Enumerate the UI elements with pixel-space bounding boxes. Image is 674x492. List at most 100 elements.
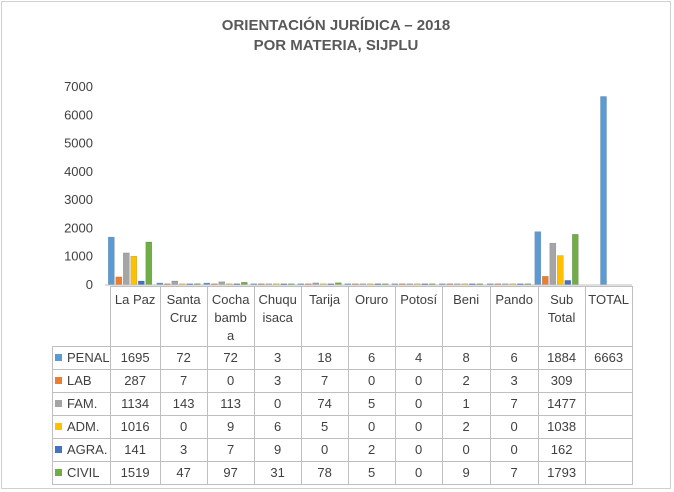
table-cell: 9	[253, 438, 302, 462]
table-cell: 0	[441, 438, 491, 462]
series-label: AGRA.	[52, 438, 111, 462]
series-name: AGRA.	[67, 442, 108, 457]
y-tick-label: 2000	[64, 220, 93, 235]
legend-swatch	[55, 354, 62, 361]
table-cell: 18	[300, 346, 349, 370]
legend-swatch	[55, 377, 62, 384]
table-header-row: La Paz Santa Cruz Cocha bamb a Chuqu isaca Tarij…	[52, 286, 633, 347]
table-cell: 6	[489, 346, 539, 370]
y-axis: 0 1000 2000 3000 4000 5000 6000 7000	[64, 79, 93, 292]
chart-title-line-2: POR MATERIA, SIJPLU	[253, 37, 419, 54]
bar-lab	[115, 276, 123, 286]
table-cell: 1884	[537, 346, 586, 370]
bar-agra	[138, 280, 145, 286]
table-cell: 0	[159, 415, 208, 439]
bar-fam	[123, 252, 130, 286]
category-label-line: La Paz	[114, 292, 156, 307]
table-cell: 287	[109, 369, 161, 393]
series-name: LAB	[67, 373, 92, 388]
table-cell: 0	[394, 392, 443, 416]
table-cell: 2	[441, 415, 491, 439]
table-row: ADM. 1016 0 9 6 5 0 0 2 0 1038	[52, 415, 633, 439]
bar-civil	[572, 234, 579, 286]
legend-swatch	[55, 469, 62, 476]
category-label-line: Chuqu	[258, 292, 297, 307]
y-tick-label: 7000	[64, 79, 93, 94]
bar-fam	[171, 280, 179, 286]
table-cell: 0	[347, 415, 396, 439]
table-cell: 141	[109, 438, 161, 462]
table-cell: 78	[300, 461, 349, 485]
table-cell: 1695	[109, 346, 161, 370]
table-cell: 6663	[584, 346, 633, 370]
category-label-line: bamb	[214, 310, 247, 325]
bar-adm	[557, 255, 564, 286]
category-label: Beni	[441, 286, 491, 347]
table-cell: 6	[347, 346, 396, 370]
table-cell: 2	[347, 438, 396, 462]
table-cell: 1519	[109, 461, 161, 485]
category-label-line: TOTAL	[588, 292, 629, 307]
table-row: AGRA. 141 3 7 9 0 2 0 0 0 162	[52, 438, 633, 462]
legend-swatch	[55, 423, 62, 430]
table-cell: 7	[159, 369, 208, 393]
table-cell: 0	[394, 369, 443, 393]
table-cell: 5	[300, 415, 349, 439]
bar-penal	[108, 236, 115, 286]
category-label-line: Beni	[453, 292, 480, 307]
table-cell: 1016	[109, 415, 161, 439]
table-cell	[584, 415, 633, 439]
table-cell: 143	[159, 392, 208, 416]
table-cell: 0	[489, 438, 539, 462]
series-name: CIVIL	[67, 465, 100, 480]
category-label: Potosí	[394, 286, 443, 347]
category-label-line: Potosí	[400, 292, 438, 307]
table-cell	[584, 438, 633, 462]
table-cell: 0	[394, 438, 443, 462]
table-cell: 309	[537, 369, 586, 393]
table-row: CIVIL 1519 47 97 31 78 5 0 9 7 1793	[52, 461, 633, 485]
table-cell: 1793	[537, 461, 586, 485]
series-label: CIVIL	[52, 461, 111, 485]
category-label-line: Cruz	[169, 310, 198, 325]
bar-agra	[564, 280, 572, 286]
category-label-line: Total	[547, 310, 576, 325]
y-tick-label: 4000	[64, 164, 93, 179]
category-label: Tarija	[300, 286, 349, 347]
table-cell: 9	[441, 461, 491, 485]
category-label: TOTAL	[584, 286, 633, 347]
category-label: Santa Cruz	[159, 286, 208, 347]
category-label-line: Santa	[166, 292, 201, 307]
table-corner	[52, 286, 111, 347]
y-tick-label: 3000	[64, 192, 93, 207]
table-cell: 7	[206, 438, 255, 462]
table-cell: 97	[206, 461, 255, 485]
table-cell: 47	[159, 461, 208, 485]
bar-chart: 0 1000 2000 3000 4000 5000 6000 7000	[64, 79, 632, 292]
category-label: Pando	[489, 286, 539, 347]
table-cell	[584, 461, 633, 485]
table-cell: 1	[441, 392, 491, 416]
table-cell	[584, 392, 633, 416]
series-name: ADM.	[67, 419, 100, 434]
table-cell: 31	[253, 461, 302, 485]
bar-lab	[542, 276, 549, 286]
table-cell: 3	[159, 438, 208, 462]
bar-adm	[130, 256, 138, 286]
series-name: FAM.	[67, 396, 98, 411]
table-cell: 7	[300, 369, 349, 393]
table-row: LAB 287 7 0 3 7 0 0 2 3 309	[52, 369, 633, 393]
table-cell: 7	[489, 392, 539, 416]
data-table: La Paz Santa Cruz Cocha bamb a Chuqu isaca Tarij…	[52, 286, 633, 485]
category-label: Sub Total	[537, 286, 586, 347]
y-tick-label: 6000	[64, 107, 93, 122]
series-label: ADM.	[52, 415, 111, 439]
table-cell: 0	[253, 392, 302, 416]
table-cell: 3	[489, 369, 539, 393]
legend-swatch	[55, 446, 62, 453]
table-cell: 6	[253, 415, 302, 439]
table-cell: 0	[347, 369, 396, 393]
series-label: LAB	[52, 369, 111, 393]
table-cell	[584, 369, 633, 393]
table-cell: 5	[347, 461, 396, 485]
